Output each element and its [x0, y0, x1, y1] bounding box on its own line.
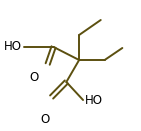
Text: O: O [29, 71, 38, 84]
Text: HO: HO [4, 40, 22, 53]
Text: HO: HO [85, 94, 103, 108]
Text: O: O [40, 113, 49, 126]
